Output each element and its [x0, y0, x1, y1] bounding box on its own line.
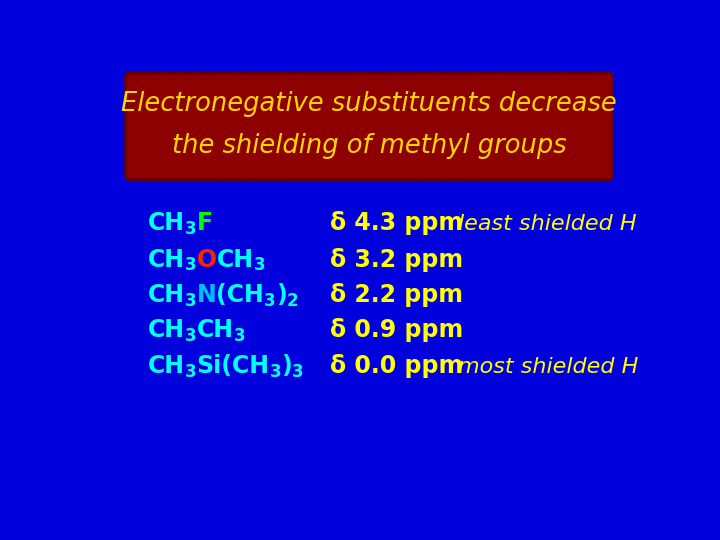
Text: 3: 3	[234, 327, 246, 345]
Text: Electronegative substituents decrease: Electronegative substituents decrease	[121, 91, 617, 117]
Text: δ 0.0 ppm: δ 0.0 ppm	[330, 354, 464, 378]
Text: (CH: (CH	[217, 283, 264, 307]
Text: 3: 3	[254, 256, 266, 274]
Text: the shielding of methyl groups: the shielding of methyl groups	[171, 133, 567, 159]
Text: CH: CH	[148, 247, 185, 272]
Text: most shielded H: most shielded H	[458, 357, 639, 377]
Text: 3: 3	[264, 292, 276, 310]
FancyBboxPatch shape	[126, 73, 612, 179]
Text: 3: 3	[185, 256, 197, 274]
Text: CH: CH	[148, 319, 185, 342]
Text: F: F	[197, 211, 213, 235]
Text: O: O	[197, 247, 217, 272]
Text: N: N	[197, 283, 217, 307]
Text: Si(CH: Si(CH	[197, 354, 270, 378]
Text: CH: CH	[148, 211, 185, 235]
Text: 3: 3	[185, 220, 197, 238]
Text: 3: 3	[185, 327, 197, 345]
Text: δ 4.3 ppm: δ 4.3 ppm	[330, 211, 464, 235]
Text: ): )	[282, 354, 292, 378]
Text: least shielded H: least shielded H	[458, 214, 636, 234]
Text: 3: 3	[270, 363, 282, 381]
Text: δ 0.9 ppm: δ 0.9 ppm	[330, 319, 464, 342]
Text: 3: 3	[185, 292, 197, 310]
Text: 2: 2	[287, 292, 298, 310]
Text: 3: 3	[185, 363, 197, 381]
Text: δ 3.2 ppm: δ 3.2 ppm	[330, 247, 464, 272]
Text: CH: CH	[197, 319, 234, 342]
Text: CH: CH	[217, 247, 254, 272]
Text: CH: CH	[148, 283, 185, 307]
Text: CH: CH	[148, 354, 185, 378]
Text: 3: 3	[292, 363, 304, 381]
Text: δ 2.2 ppm: δ 2.2 ppm	[330, 283, 463, 307]
Text: ): )	[276, 283, 287, 307]
